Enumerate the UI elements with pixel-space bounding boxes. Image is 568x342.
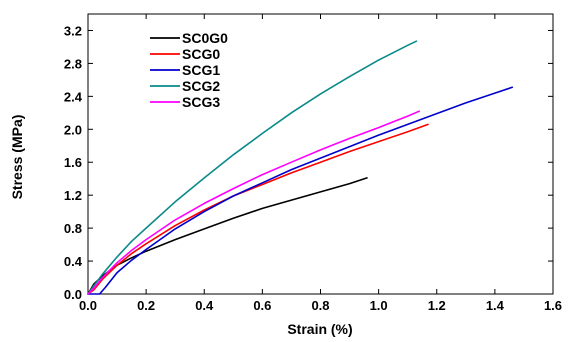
y-tick-label: 0.0: [64, 287, 82, 302]
y-tick-label: 2.8: [64, 56, 82, 71]
x-tick-label: 0.4: [195, 298, 214, 313]
x-tick-label: 0.8: [311, 298, 329, 313]
series-line-sc0g0: [87, 177, 368, 295]
x-tick-label: 1.6: [544, 298, 562, 313]
legend-label-scg0: SCG0: [182, 46, 220, 62]
series-line-scg3: [87, 110, 421, 295]
y-tick-label: 0.8: [64, 221, 82, 236]
series-line-scg2: [87, 40, 418, 295]
plot-frame: [87, 13, 554, 295]
x-tick-label: 0.0: [79, 298, 97, 313]
x-tick-label: 1.2: [428, 298, 446, 313]
x-tick-label: 1.4: [486, 298, 505, 313]
series-line-scg1: [87, 86, 514, 295]
y-axis-title: Stress (MPa): [9, 115, 25, 200]
axis-ticks: 0.0 0.2 0.4 0.6 0.8 1.0 1.2 1.4 1.6 0.0 0.4 0.8 1.2 1…: [64, 14, 562, 313]
y-tick-label: 1.2: [64, 188, 82, 203]
x-tick-label: 0.2: [137, 298, 155, 313]
y-tick-label: 0.4: [64, 254, 83, 269]
y-tick-label: 1.6: [64, 155, 82, 170]
x-tick-label: 1.0: [370, 298, 388, 313]
legend-label-scg2: SCG2: [182, 78, 220, 94]
x-axis-title: Strain (%): [287, 321, 352, 337]
y-tick-label: 2.0: [64, 122, 82, 137]
x-tick-label: 0.6: [253, 298, 271, 313]
series-lines: [87, 40, 514, 295]
legend-label-sc0g0: SC0G0: [182, 30, 228, 46]
y-tick-label: 3.2: [64, 23, 82, 38]
legend-label-scg1: SCG1: [182, 62, 220, 78]
y-tick-label: 2.4: [64, 89, 83, 104]
legend-label-scg3: SCG3: [182, 94, 220, 110]
